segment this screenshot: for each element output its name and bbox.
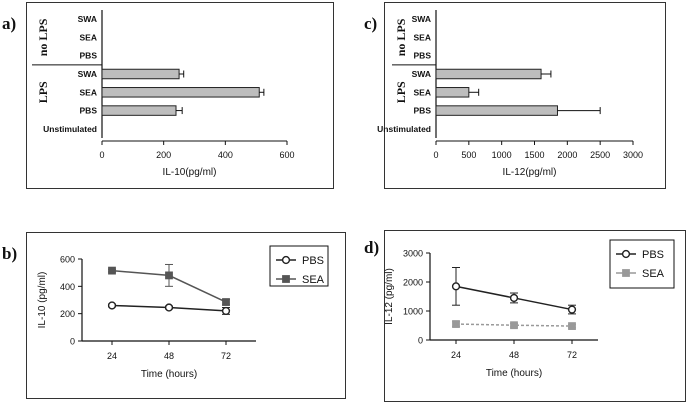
c-x-tick-label: 0 (433, 150, 438, 160)
a-x-tick-label: 400 (218, 150, 233, 160)
b-x-tick-label: 24 (107, 351, 117, 361)
a-category-label: SWA (78, 14, 97, 24)
b-y-tick-label: 600 (60, 255, 75, 265)
panel-label-a: a) (2, 14, 17, 33)
d-data-point (509, 293, 519, 303)
b-data-point (222, 298, 230, 306)
c-x-tick-label: 2000 (557, 150, 577, 160)
a-category-label: SEA (80, 87, 97, 97)
d-data-point (567, 305, 577, 314)
c-x-axis-label: IL-12(pg/ml) (503, 167, 557, 178)
b-legend-marker (281, 255, 291, 265)
a-x-axis-label: IL-10(pg/ml) (163, 167, 217, 178)
d-legend-label: SEA (642, 268, 665, 280)
d-x-tick-label: 72 (567, 350, 577, 360)
a-group-label: LPS (36, 81, 50, 103)
c-category-label: PBS (414, 51, 432, 61)
b-legend-label: PBS (302, 255, 324, 267)
a-category-label: PBS (80, 106, 98, 116)
c-x-tick-label: 3000 (623, 150, 643, 160)
c-x-tick-label: 1500 (524, 150, 544, 160)
c-category-label: SWA (412, 69, 431, 79)
b-x-tick-label: 48 (164, 351, 174, 361)
a-group-label: no LPS (36, 18, 50, 56)
c-group-label: LPS (394, 81, 408, 103)
b-data-point (221, 306, 231, 316)
a-x-tick-label: 200 (156, 150, 171, 160)
panel-label-b: b) (2, 244, 18, 263)
d-legend-marker (622, 269, 630, 277)
a-category-label: SWA (78, 69, 97, 79)
a-category-label: PBS (80, 51, 98, 61)
a-x-tick-label: 0 (99, 150, 104, 160)
d-y-tick-label: 3000 (403, 249, 423, 259)
c-category-label: SWA (412, 14, 431, 24)
c-category-label: PBS (414, 106, 432, 116)
b-x-axis-label: Time (hours) (141, 369, 197, 380)
panel-label-c: c) (364, 14, 378, 33)
panel-label-d: d) (364, 238, 380, 257)
d-legend-marker (621, 249, 631, 259)
d-data-point (568, 322, 576, 330)
a-category-label: Unstimulated (43, 124, 97, 134)
d-y-axis-label: IL-12 (pg/ml) (384, 268, 395, 325)
c-category-label: Unstimulated (377, 124, 431, 134)
a-x-tick-label: 600 (279, 150, 294, 160)
b-legend-marker (282, 275, 290, 283)
b-y-tick-label: 0 (70, 337, 75, 347)
b-y-tick-label: 200 (60, 309, 75, 319)
d-data-point (451, 282, 461, 291)
d-data-point (452, 320, 460, 328)
b-x-tick-label: 72 (221, 351, 231, 361)
d-x-tick-label: 48 (509, 350, 519, 360)
c-category-label: SEA (414, 87, 431, 97)
d-data-point (510, 321, 518, 330)
d-y-tick-label: 1000 (403, 307, 423, 317)
b-y-axis-label: IL-10 (pg/ml) (37, 272, 48, 329)
c-group-label: no LPS (394, 18, 408, 56)
b-data-point (108, 266, 116, 275)
c-x-tick-label: 2500 (590, 150, 610, 160)
b-data-point (107, 301, 117, 310)
b-y-tick-label: 400 (60, 282, 75, 292)
b-data-point (165, 271, 173, 280)
c-x-tick-label: 1000 (492, 150, 512, 160)
a-category-label: SEA (80, 32, 97, 42)
b-legend-label: SEA (302, 274, 325, 286)
d-y-tick-label: 0 (418, 336, 423, 346)
d-y-tick-label: 2000 (403, 278, 423, 288)
d-series-line (455, 323, 573, 327)
d-legend-box (609, 239, 675, 289)
c-category-label: SEA (414, 32, 431, 42)
d-x-axis-label: Time (hours) (486, 368, 542, 379)
d-legend-label: PBS (642, 249, 664, 261)
panel-c-frame (384, 2, 666, 189)
d-x-tick-label: 24 (451, 350, 461, 360)
c-x-tick-label: 500 (461, 150, 476, 160)
b-data-point (164, 303, 174, 312)
